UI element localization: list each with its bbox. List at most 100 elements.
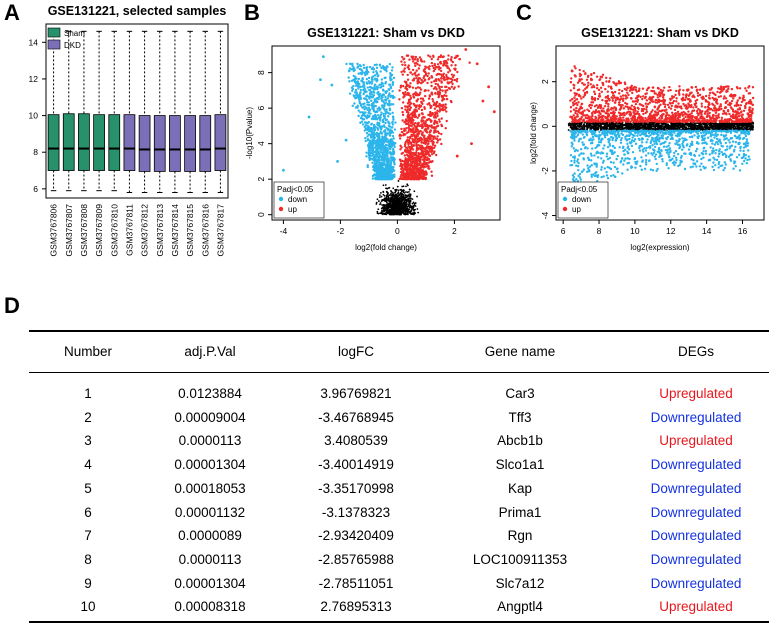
legend-title: Padj<0.05	[277, 185, 314, 194]
point-up	[417, 67, 421, 70]
sample-label: GSM3767807	[64, 204, 74, 257]
point-up	[403, 61, 406, 64]
point-down	[369, 134, 373, 137]
point-down	[391, 123, 395, 126]
point-down	[355, 105, 359, 109]
point-up	[404, 120, 407, 123]
point-down	[362, 92, 365, 96]
point-up	[408, 108, 412, 112]
point-ns	[735, 125, 738, 128]
point-up	[446, 78, 449, 81]
point-up	[423, 89, 426, 93]
point-up	[404, 108, 407, 111]
point-down	[353, 75, 357, 79]
point-down	[387, 166, 390, 170]
point-up	[453, 78, 457, 82]
point-up	[445, 94, 448, 98]
point-down	[363, 108, 366, 111]
point-down	[385, 147, 389, 150]
point-down	[387, 139, 390, 143]
point-up	[406, 105, 409, 109]
point-up	[417, 107, 421, 110]
point-ns	[389, 209, 392, 212]
point-up	[439, 69, 443, 73]
point-down	[388, 103, 391, 106]
point-ns	[411, 198, 414, 201]
point-down	[362, 82, 365, 85]
point-up	[405, 93, 408, 96]
point-down	[386, 155, 389, 159]
point-down	[368, 103, 371, 107]
box-GSM3767807	[62, 113, 75, 171]
point-ns	[395, 211, 398, 214]
point-ns	[383, 205, 386, 208]
point-up	[409, 153, 412, 156]
point-up	[428, 135, 431, 139]
point-down	[391, 173, 394, 177]
point-ns	[402, 195, 405, 198]
point-down	[388, 99, 391, 103]
point-ns	[403, 213, 406, 216]
point-up	[426, 125, 429, 128]
point-ns	[406, 213, 408, 216]
point-down	[379, 116, 382, 119]
point-ns	[710, 125, 713, 128]
point-up	[451, 78, 454, 82]
point-up	[410, 102, 413, 105]
point-ns	[387, 199, 390, 202]
point-down	[381, 163, 385, 167]
point-down	[368, 97, 371, 100]
point-ns	[567, 129, 570, 131]
point-up	[410, 176, 414, 180]
point-up	[402, 96, 405, 99]
point-up	[438, 106, 441, 109]
point-ns	[416, 208, 419, 210]
point-up	[415, 149, 418, 152]
point-up	[434, 78, 437, 82]
point-up	[433, 102, 436, 105]
point-ns	[380, 191, 382, 194]
point-down	[385, 143, 388, 147]
point-ns	[382, 191, 385, 194]
point-up	[400, 127, 403, 131]
point-up	[432, 66, 435, 70]
point-up	[438, 85, 441, 88]
point-up	[414, 87, 418, 90]
point-up	[420, 120, 423, 123]
point-down	[367, 101, 370, 104]
point-down	[378, 172, 381, 175]
point-up	[450, 55, 453, 59]
point-down	[378, 137, 381, 140]
point-up	[415, 146, 419, 149]
point-up	[434, 116, 438, 119]
y-tick-label: -4	[540, 211, 550, 219]
point-down	[384, 153, 387, 156]
point-down	[350, 63, 354, 66]
point-down	[348, 62, 352, 66]
point-ns	[409, 204, 412, 207]
point-up	[420, 141, 423, 144]
point-down	[357, 72, 360, 75]
point-up	[427, 117, 431, 121]
point-up	[422, 177, 425, 180]
point-ns	[387, 203, 390, 206]
point-up	[411, 128, 415, 131]
point-up	[433, 113, 437, 116]
point-up	[458, 57, 462, 61]
point-down	[384, 80, 388, 84]
point-up	[432, 146, 436, 150]
point-down	[376, 92, 379, 95]
point-down	[352, 69, 355, 73]
point-down	[372, 107, 375, 110]
point-down	[361, 106, 365, 109]
point-ns	[684, 128, 687, 131]
point-down	[377, 141, 381, 144]
point-up	[435, 105, 438, 108]
point-down	[388, 130, 392, 134]
point-up	[405, 88, 409, 92]
point-up	[434, 137, 438, 140]
point-ns	[382, 199, 385, 202]
point-up	[429, 146, 432, 149]
point-ns	[398, 213, 401, 216]
point-down	[375, 150, 378, 153]
